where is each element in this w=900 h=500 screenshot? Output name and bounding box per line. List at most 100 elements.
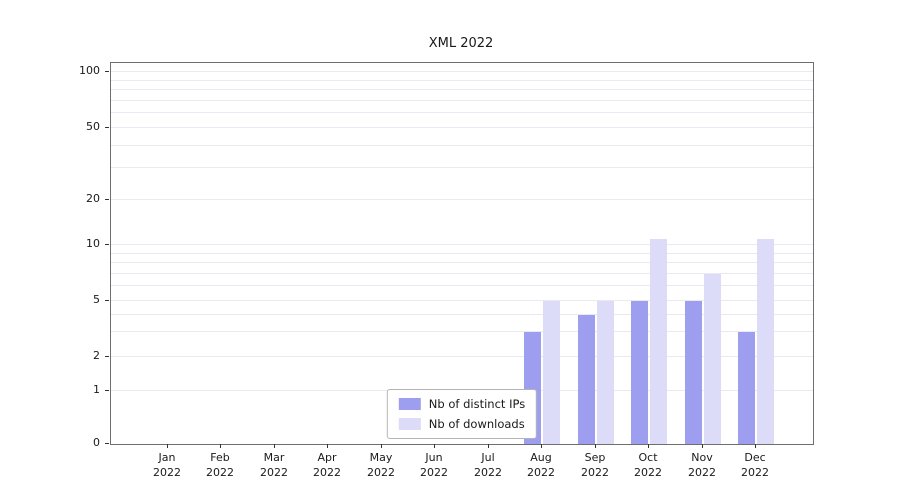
legend-label-distinct-ips: Nb of distinct IPs xyxy=(428,397,526,411)
x-tick xyxy=(595,444,596,448)
gridline xyxy=(111,253,813,254)
x-tick-label: Jun 2022 xyxy=(402,450,466,480)
bar-downloads xyxy=(597,301,614,444)
gridline xyxy=(111,71,813,72)
y-tick-label: 2 xyxy=(93,349,100,362)
x-tick-year: 2022 xyxy=(741,466,769,479)
x-tick-month: Aug xyxy=(530,451,552,464)
y-tick xyxy=(105,356,109,357)
legend-swatch-distinct-ips xyxy=(398,398,421,410)
y-tick-label: 5 xyxy=(93,293,100,306)
x-tick-label: Aug 2022 xyxy=(509,450,573,480)
gridline xyxy=(111,262,813,263)
x-tick-month: Jul xyxy=(481,451,495,464)
x-tick-year: 2022 xyxy=(634,466,662,479)
gridline xyxy=(111,199,813,200)
x-tick-label: Oct 2022 xyxy=(616,450,680,480)
gridline xyxy=(111,244,813,245)
x-tick-month: Nov xyxy=(691,451,713,464)
gridline xyxy=(111,100,813,101)
x-tick-month: Dec xyxy=(744,451,766,464)
x-tick-year: 2022 xyxy=(153,466,181,479)
x-tick-month: May xyxy=(369,451,393,464)
legend-swatch-downloads xyxy=(398,418,421,430)
x-tick xyxy=(381,444,382,448)
gridline xyxy=(111,89,813,90)
x-tick-label: Dec 2022 xyxy=(723,450,787,480)
bar-distinct-ips xyxy=(578,315,595,444)
x-tick-month: Oct xyxy=(638,451,658,464)
gridline xyxy=(111,167,813,168)
legend-label-downloads: Nb of downloads xyxy=(428,417,525,431)
x-tick-year: 2022 xyxy=(474,466,502,479)
x-tick-month: Apr xyxy=(317,451,337,464)
x-tick xyxy=(327,444,328,448)
x-tick-month: Sep xyxy=(584,451,606,464)
x-tick xyxy=(702,444,703,448)
gridline xyxy=(111,314,813,315)
gridline xyxy=(111,127,813,128)
x-tick xyxy=(434,444,435,448)
x-tick-label: Feb 2022 xyxy=(188,450,252,480)
gridline xyxy=(111,300,813,301)
x-tick-month: Jun xyxy=(425,451,443,464)
x-tick-label: May 2022 xyxy=(349,450,413,480)
x-tick-label: Sep 2022 xyxy=(563,450,627,480)
y-tick-label: 20 xyxy=(86,192,100,205)
y-tick xyxy=(105,390,109,391)
legend-item-distinct-ips: Nb of distinct IPs xyxy=(398,397,526,411)
x-tick-label: Apr 2022 xyxy=(295,450,359,480)
gridline xyxy=(111,80,813,81)
x-tick-year: 2022 xyxy=(581,466,609,479)
x-tick xyxy=(755,444,756,448)
bar-downloads xyxy=(543,301,560,444)
x-tick xyxy=(220,444,221,448)
y-tick xyxy=(105,300,109,301)
gridline xyxy=(111,331,813,332)
x-tick-month: Feb xyxy=(210,451,230,464)
x-tick-year: 2022 xyxy=(367,466,395,479)
gridline xyxy=(111,273,813,274)
gridline xyxy=(111,356,813,357)
bar-downloads xyxy=(757,239,774,444)
bar-distinct-ips xyxy=(738,332,755,444)
y-tick-label: 50 xyxy=(86,120,100,133)
x-tick xyxy=(167,444,168,448)
y-tick-label: 10 xyxy=(86,237,100,250)
x-tick xyxy=(274,444,275,448)
bar-downloads xyxy=(650,239,667,444)
x-tick-year: 2022 xyxy=(313,466,341,479)
x-tick-label: Jan 2022 xyxy=(135,450,199,480)
gridline xyxy=(111,145,813,146)
x-tick-year: 2022 xyxy=(527,466,555,479)
y-tick xyxy=(105,244,109,245)
bar-distinct-ips xyxy=(631,301,648,444)
x-tick-label: Mar 2022 xyxy=(242,450,306,480)
y-tick-label: 1 xyxy=(93,383,100,396)
y-tick xyxy=(105,127,109,128)
x-tick xyxy=(648,444,649,448)
x-tick-label: Jul 2022 xyxy=(456,450,520,480)
y-tick xyxy=(105,71,109,72)
y-tick-label: 100 xyxy=(79,64,100,77)
x-tick-month: Jan xyxy=(158,451,176,464)
bar-distinct-ips xyxy=(685,301,702,444)
gridline xyxy=(111,285,813,286)
x-tick xyxy=(541,444,542,448)
x-tick-month: Mar xyxy=(263,451,285,464)
bar-downloads xyxy=(704,274,721,444)
x-tick-year: 2022 xyxy=(206,466,234,479)
x-tick-year: 2022 xyxy=(260,466,288,479)
chart-title: XML 2022 xyxy=(428,36,494,51)
x-tick-year: 2022 xyxy=(688,466,716,479)
plot-area: Nb of distinct IPs Nb of downloads xyxy=(110,62,814,445)
x-tick xyxy=(488,444,489,448)
y-tick xyxy=(105,443,109,444)
legend: Nb of distinct IPs Nb of downloads xyxy=(386,389,538,439)
x-tick-year: 2022 xyxy=(420,466,448,479)
y-tick-label: 0 xyxy=(93,436,100,449)
x-tick-label: Nov 2022 xyxy=(670,450,734,480)
y-tick xyxy=(105,199,109,200)
legend-item-downloads: Nb of downloads xyxy=(398,417,525,431)
